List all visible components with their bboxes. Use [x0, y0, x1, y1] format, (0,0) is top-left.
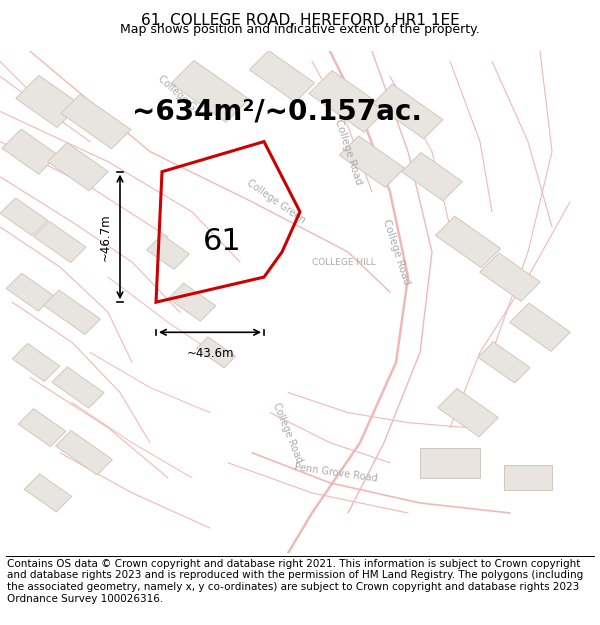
Polygon shape [168, 283, 216, 321]
Polygon shape [44, 290, 100, 334]
Polygon shape [401, 152, 463, 201]
Polygon shape [420, 448, 480, 478]
Polygon shape [34, 221, 86, 262]
Polygon shape [18, 409, 66, 447]
Text: College Green: College Green [245, 178, 307, 226]
Polygon shape [24, 474, 72, 512]
Polygon shape [250, 51, 314, 102]
Polygon shape [509, 303, 571, 351]
Text: ~46.7m: ~46.7m [98, 213, 112, 261]
Text: Map shows position and indicative extent of the property.: Map shows position and indicative extent… [120, 23, 480, 36]
Text: Contains OS data © Crown copyright and database right 2021. This information is : Contains OS data © Crown copyright and d… [7, 559, 583, 604]
Polygon shape [437, 389, 499, 437]
Polygon shape [56, 431, 112, 475]
Text: College Road: College Road [332, 118, 364, 186]
Polygon shape [12, 343, 60, 381]
Text: College Road: College Road [271, 401, 305, 464]
Polygon shape [436, 216, 500, 268]
Polygon shape [52, 367, 104, 408]
Polygon shape [478, 342, 530, 383]
Text: 61: 61 [203, 228, 241, 256]
Polygon shape [171, 61, 249, 122]
Text: ~634m²/~0.157ac.: ~634m²/~0.157ac. [132, 98, 422, 126]
Text: ~43.6m: ~43.6m [186, 348, 234, 361]
Text: Penn Grove Road: Penn Grove Road [294, 462, 378, 484]
Polygon shape [6, 273, 54, 311]
Text: College Road: College Road [380, 218, 412, 286]
Polygon shape [309, 71, 387, 132]
Polygon shape [196, 337, 236, 368]
Polygon shape [0, 198, 48, 236]
Polygon shape [61, 94, 131, 149]
Polygon shape [479, 253, 541, 301]
Text: COLLEGE HILL: COLLEGE HILL [312, 258, 376, 266]
Text: College G…: College G… [155, 74, 205, 119]
Polygon shape [47, 142, 109, 191]
Polygon shape [373, 84, 443, 139]
Polygon shape [504, 465, 552, 491]
Text: 61, COLLEGE ROAD, HEREFORD, HR1 1EE: 61, COLLEGE ROAD, HEREFORD, HR1 1EE [140, 12, 460, 28]
Polygon shape [2, 129, 58, 174]
Polygon shape [16, 76, 80, 128]
Polygon shape [340, 136, 404, 188]
Polygon shape [146, 234, 190, 269]
